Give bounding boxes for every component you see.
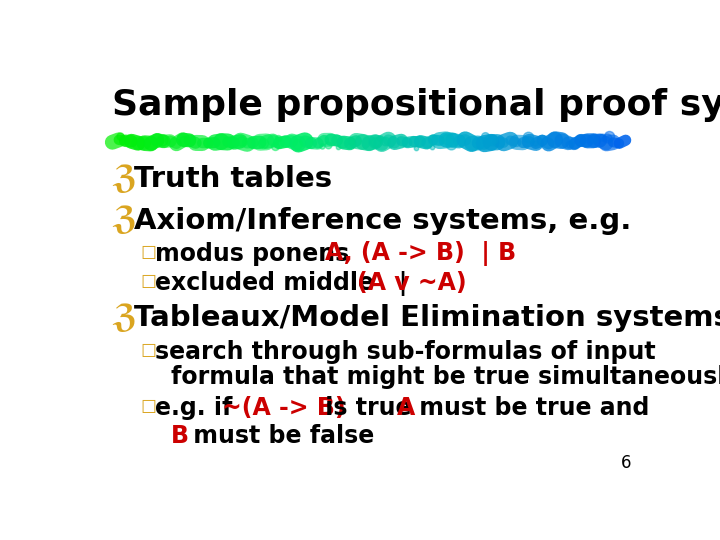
Text: e.g. if: e.g. if bbox=[156, 396, 241, 420]
Text: must be true and: must be true and bbox=[411, 396, 649, 420]
Text: Tableaux/Model Elimination systems: Tableaux/Model Elimination systems bbox=[133, 305, 720, 333]
Text: A, (A -> B)  | B: A, (A -> B) | B bbox=[325, 241, 516, 266]
Text: must be false: must be false bbox=[185, 424, 374, 448]
Text: (A v ~A): (A v ~A) bbox=[357, 271, 467, 295]
Text: search through sub-formulas of input: search through sub-formulas of input bbox=[156, 340, 656, 364]
Text: ℨ: ℨ bbox=[112, 303, 137, 334]
Text: modus ponens: modus ponens bbox=[156, 242, 374, 266]
Text: is true: is true bbox=[318, 396, 420, 420]
Text: Axiom/Inference systems, e.g.: Axiom/Inference systems, e.g. bbox=[133, 207, 631, 235]
Text: ☐: ☐ bbox=[140, 343, 156, 361]
Text: 6: 6 bbox=[621, 454, 631, 472]
Text: ℨ: ℨ bbox=[112, 205, 137, 236]
Text: formula that might be true simultaneously: formula that might be true simultaneousl… bbox=[171, 366, 720, 389]
Text: Truth tables: Truth tables bbox=[133, 165, 332, 193]
Text: excluded middle   |: excluded middle | bbox=[156, 271, 416, 295]
Text: ℨ: ℨ bbox=[112, 164, 137, 194]
Text: ~(A -> B): ~(A -> B) bbox=[222, 396, 346, 420]
Text: ☐: ☐ bbox=[140, 399, 156, 417]
Text: A: A bbox=[397, 396, 415, 420]
Text: ☐: ☐ bbox=[140, 274, 156, 292]
Text: B: B bbox=[171, 424, 189, 448]
Text: Sample propositional proof systems: Sample propositional proof systems bbox=[112, 87, 720, 122]
Text: ☐: ☐ bbox=[140, 245, 156, 263]
